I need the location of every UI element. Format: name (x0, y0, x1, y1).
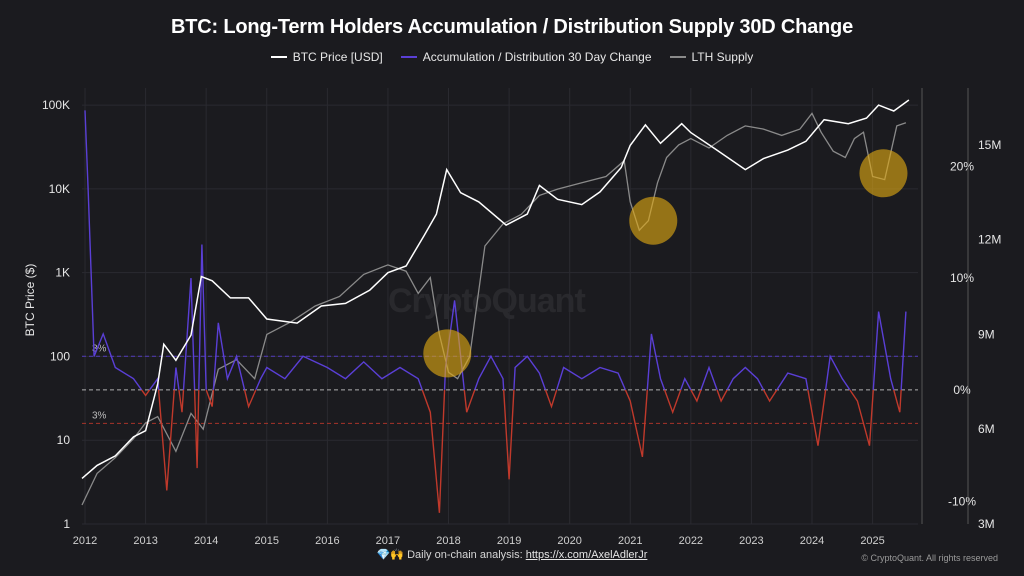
watermark: CryptoQuant (388, 282, 586, 320)
right-tick-label: 3M (978, 517, 995, 531)
x-tick-label: 2019 (497, 535, 521, 547)
legend-label-price: BTC Price [USD] (292, 50, 383, 64)
legend-item-price[interactable]: BTC Price [USD] (270, 50, 383, 64)
x-tick-label: 2018 (436, 535, 460, 547)
x-tick-label: 2022 (679, 535, 703, 547)
footer: 💎🙌 Daily on-chain analysis: https://x.co… (0, 548, 1024, 561)
x-tick-label: 2021 (618, 535, 642, 547)
left-tick-label: 100 (50, 349, 70, 363)
right-tick-label: 12M (978, 233, 1001, 247)
series-btc-price (81, 99, 910, 479)
x-tick-label: 2017 (376, 535, 400, 547)
threshold-label: 3% (92, 410, 107, 421)
footer-link[interactable]: https://x.com/AxelAdlerJr (525, 549, 648, 561)
left-tick-label: 1 (63, 517, 70, 531)
x-tick-label: 2023 (739, 535, 763, 547)
left-tick-label: 100K (42, 98, 70, 112)
x-tick-label: 2025 (860, 535, 884, 547)
series-accumulation (84, 110, 907, 390)
legend-item-lth[interactable]: LTH Supply (669, 50, 754, 64)
legend-label-lth: LTH Supply (691, 50, 754, 64)
x-tick-label: 2024 (800, 535, 824, 547)
footer-prefix: Daily on-chain analysis: (407, 549, 526, 561)
highlight-circle (423, 329, 472, 378)
highlight-circle (629, 196, 678, 245)
y-axis-label: BTC Price ($) (23, 263, 37, 337)
x-tick-label: 2012 (73, 535, 97, 547)
copyright: © CryptoQuant. All rights reserved (861, 553, 998, 563)
legend-swatch-price (270, 56, 287, 58)
x-tick-label: 2016 (315, 535, 339, 547)
right-tick-label: 9M (978, 327, 995, 341)
series-distribution (140, 389, 902, 513)
middle-tick-label: 20% (950, 159, 974, 173)
left-tick-label: 10K (49, 182, 70, 196)
chart-legend: BTC Price [USD] Accumulation / Distribut… (0, 50, 1024, 64)
right-tick-label: 6M (978, 422, 995, 436)
middle-tick-label: -10% (948, 495, 976, 509)
middle-tick-label: 0% (953, 383, 971, 397)
legend-item-accumulation[interactable]: Accumulation / Distribution 30 Day Chang… (400, 50, 652, 64)
highlight-circle (859, 149, 908, 198)
legend-swatch-lth (669, 56, 686, 58)
x-tick-label: 2014 (194, 535, 218, 547)
chart-title: BTC: Long-Term Holders Accumulation / Di… (171, 16, 853, 38)
diamond-hands-icon: 💎🙌 (376, 549, 405, 561)
right-tick-label: 15M (978, 138, 1001, 152)
left-tick-label: 10 (57, 433, 71, 447)
threshold-label: 3% (92, 343, 107, 354)
legend-label-accumulation: Accumulation / Distribution 30 Day Chang… (422, 50, 652, 64)
x-tick-label: 2020 (557, 535, 581, 547)
left-tick-label: 1K (55, 266, 70, 280)
legend-swatch-accumulation (400, 56, 417, 58)
x-tick-label: 2013 (133, 535, 157, 547)
middle-tick-label: 10% (950, 271, 974, 285)
series-lth-supply (81, 112, 907, 506)
x-tick-label: 2015 (255, 535, 279, 547)
